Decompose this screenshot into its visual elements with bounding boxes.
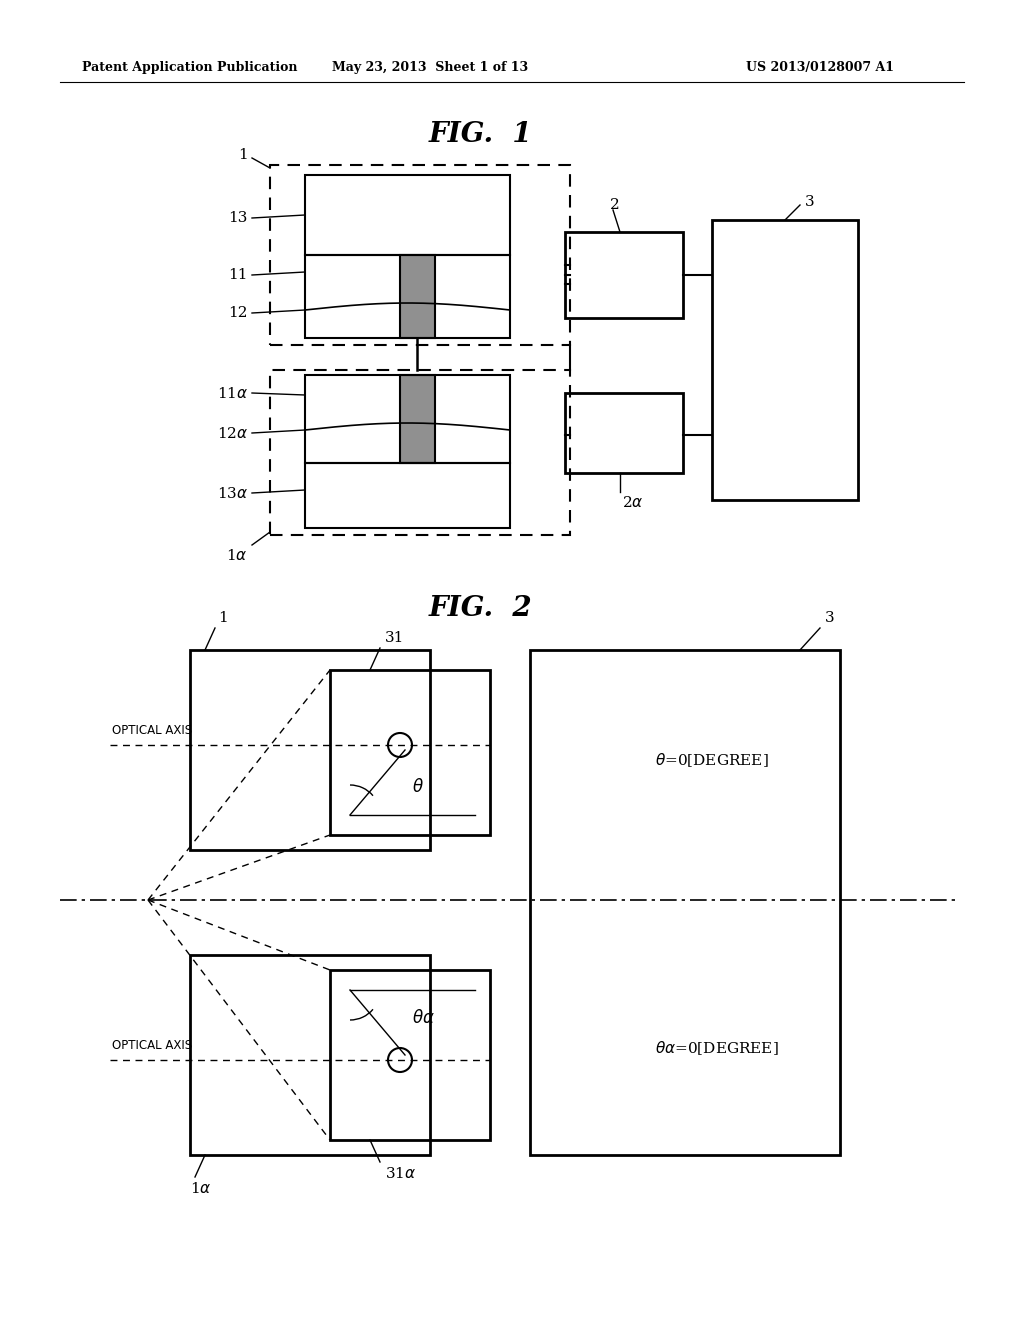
Text: Patent Application Publication: Patent Application Publication [82,62,298,74]
Text: $\theta$=0[DEGREE]: $\theta$=0[DEGREE] [655,751,769,768]
Bar [190,649,430,850]
Bar [400,255,435,338]
Text: 11: 11 [228,268,248,282]
Text: 1: 1 [239,148,248,162]
Text: 31$\alpha$: 31$\alpha$ [385,1166,416,1181]
Text: 12$\alpha$: 12$\alpha$ [217,425,248,441]
Text: 1$\alpha$: 1$\alpha$ [190,1181,212,1196]
Text: 11$\alpha$: 11$\alpha$ [217,385,248,400]
Bar [565,393,683,473]
Bar [400,375,435,463]
Bar [305,255,510,338]
Text: OPTICAL AXIS: OPTICAL AXIS [112,1039,193,1052]
Text: 13: 13 [228,211,248,224]
Bar [330,671,490,836]
Bar [400,375,435,463]
Text: OPTICAL AXIS: OPTICAL AXIS [112,723,193,737]
Bar [305,375,510,463]
Text: 3: 3 [805,195,815,209]
Bar [190,954,430,1155]
Text: $\theta$: $\theta$ [412,777,424,796]
Text: FIG.  2: FIG. 2 [428,594,531,622]
Text: 1$\alpha$: 1$\alpha$ [226,548,248,564]
Text: 1: 1 [218,611,227,624]
Text: 13$\alpha$: 13$\alpha$ [217,486,248,500]
Bar [305,176,510,255]
Bar [400,255,435,338]
Text: 3: 3 [825,611,835,624]
Text: 12: 12 [228,306,248,319]
Bar [530,649,840,1155]
Bar [270,370,570,535]
Text: 2$\alpha$: 2$\alpha$ [622,495,643,510]
Text: 31: 31 [385,631,404,645]
Bar [330,970,490,1140]
Bar [712,220,858,500]
Text: 2: 2 [610,198,620,213]
Text: $\theta\alpha$=0[DEGREE]: $\theta\alpha$=0[DEGREE] [655,1039,778,1057]
Bar [305,463,510,528]
Bar [565,232,683,318]
Text: $\theta\alpha$: $\theta\alpha$ [412,1008,435,1027]
Bar [270,165,570,345]
Text: May 23, 2013  Sheet 1 of 13: May 23, 2013 Sheet 1 of 13 [332,62,528,74]
Text: FIG.  1: FIG. 1 [428,121,531,149]
Text: US 2013/0128007 A1: US 2013/0128007 A1 [746,62,894,74]
